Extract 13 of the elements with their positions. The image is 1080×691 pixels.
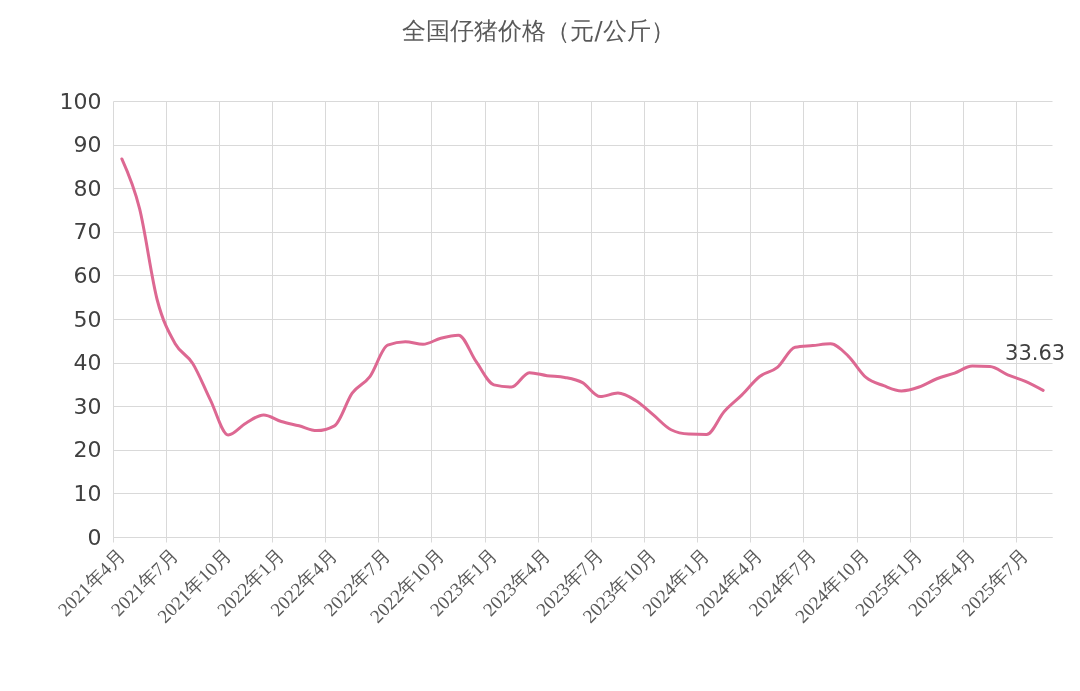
y-tick-label: 10 <box>73 480 102 506</box>
y-tick-label: 40 <box>73 350 102 376</box>
y-tick-label: 90 <box>73 132 102 158</box>
y-tick-label: 0 <box>87 524 102 550</box>
y-tick-label: 80 <box>73 175 102 201</box>
y-tick-label: 50 <box>73 306 102 332</box>
y-tick-label: 60 <box>73 262 102 288</box>
data-label: 33.63 <box>1005 341 1066 366</box>
chart-title: 全国仔猪价格（元/公斤） <box>402 17 675 45</box>
y-tick-label: 20 <box>73 437 102 463</box>
y-tick-label: 30 <box>73 393 102 419</box>
y-tick-label: 100 <box>59 88 102 114</box>
y-tick-label: 70 <box>73 219 102 245</box>
